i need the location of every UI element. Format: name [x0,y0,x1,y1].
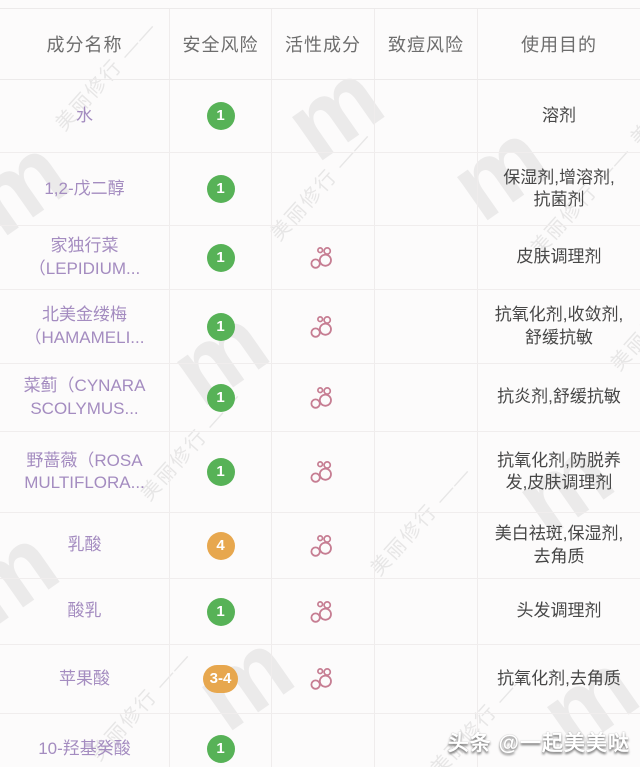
safety-risk-badge: 1 [206,735,235,763]
safety-risk-badge: 1 [206,383,235,412]
safety-risk-cell: 1 [170,714,272,767]
acne-risk-cell [375,513,478,578]
table-row[interactable]: 北美金缕梅 （HAMAMELI... 1 抗氧化剂,收敛剂, 舒缓抗敏 [0,290,640,364]
table-row[interactable]: 乳酸 4 美白祛斑,保湿剂, 去角质 [0,513,640,579]
safety-risk-badge: 1 [206,458,235,486]
acne-risk-cell [375,290,478,363]
table-row[interactable]: 苹果酸 3-4 抗氧化剂,去角质 [0,645,640,714]
ingredient-name: 苹果酸 [0,645,170,713]
usage-purpose: 溶剂 [542,105,576,125]
column-header-usage-purpose: 使用目的 [521,35,597,55]
ingredient-name: 菜蓟（CYNARA SCOLYMUS... [0,364,170,431]
active-ingredient-cell [272,513,375,578]
active-ingredient-icon [310,245,336,271]
active-ingredient-cell [272,226,375,289]
active-ingredient-icon [310,314,336,340]
safety-risk-cell: 4 [170,513,272,578]
safety-risk-badge: 1 [206,243,235,272]
active-ingredient-cell [272,432,375,512]
active-ingredient-cell [272,153,375,225]
table-header-row: 成分名称 安全风险 活性成分 致痘风险 使用目的 [0,8,640,80]
column-header-active-ingredient: 活性成分 [272,9,375,79]
safety-risk-cell: 1 [170,80,272,152]
usage-purpose: 抗炎剂,舒缓抗敏 [497,387,621,407]
safety-risk-cell: 1 [170,226,272,289]
table-row[interactable]: 水 1 溶剂 [0,80,640,153]
ingredient-name: 酸乳 [0,579,170,644]
safety-risk-badge: 1 [206,597,235,626]
usage-purpose: 保湿剂,增溶剂, 抗菌剂 [503,167,615,209]
ingredient-name: 水 [0,80,170,152]
acne-risk-cell [375,226,478,289]
column-header-acne-risk: 致痘风险 [375,9,478,79]
usage-purpose: 抗氧化剂,收敛剂, 舒缓抗敏 [494,305,624,347]
safety-risk-badge: 3-4 [202,665,239,693]
usage-purpose: 头发调理剂 [516,601,602,621]
active-ingredient-cell [272,645,375,713]
ingredient-table: 成分名称 安全风险 活性成分 致痘风险 使用目的 水 1 溶剂 1,2-戊 [0,8,640,767]
table-row[interactable]: 野蔷薇（ROSA MULTIFLORA... 1 抗氧化剂,防脱养 发,皮肤调理… [0,432,640,513]
ingredient-name: 1,2-戊二醇 [0,153,170,225]
usage-purpose: 抗氧化剂,防脱养 发,皮肤调理剂 [497,450,621,492]
active-ingredient-icon [310,599,336,625]
acne-risk-cell [375,153,478,225]
active-ingredient-icon [310,385,336,411]
active-ingredient-cell [272,579,375,644]
active-ingredient-cell [272,80,375,152]
usage-purpose: 抗氧化剂,去角质 [497,668,621,688]
table-row[interactable]: 家独行菜 （LEPIDIUM... 1 皮肤调理剂 [0,226,640,290]
acne-risk-cell [375,645,478,713]
safety-risk-cell: 3-4 [170,645,272,713]
ingredient-name: 10-羟基癸酸 [0,714,170,767]
acne-risk-cell [375,432,478,512]
acne-risk-cell [375,80,478,152]
usage-purpose: 皮肤调理剂 [516,247,602,267]
ingredient-name: 家独行菜 （LEPIDIUM... [0,226,170,289]
table-row[interactable]: 菜蓟（CYNARA SCOLYMUS... 1 抗炎剂,舒缓抗敏 [0,364,640,432]
safety-risk-badge: 1 [206,312,235,341]
safety-risk-cell: 1 [170,153,272,225]
ingredient-name: 乳酸 [0,513,170,578]
ingredient-name: 北美金缕梅 （HAMAMELI... [0,290,170,363]
active-ingredient-icon [310,533,336,559]
acne-risk-cell [375,579,478,644]
column-header-safety-risk: 安全风险 [170,9,272,79]
acne-risk-cell [375,364,478,431]
ingredient-name: 野蔷薇（ROSA MULTIFLORA... [0,432,170,512]
credit-watermark: 头条 @一起美美哒 [447,732,630,755]
safety-risk-cell: 1 [170,290,272,363]
safety-risk-badge: 4 [206,531,235,560]
active-ingredient-cell [272,714,375,767]
active-ingredient-cell [272,364,375,431]
active-ingredient-icon [310,459,336,485]
usage-purpose: 美白祛斑,保湿剂, 去角质 [494,524,624,566]
safety-risk-badge: 1 [206,175,235,203]
table-row[interactable]: 10-羟基癸酸 1 [0,714,640,767]
table-row[interactable]: 酸乳 1 头发调理剂 [0,579,640,645]
safety-risk-cell: 1 [170,364,272,431]
column-header-ingredient-name: 成分名称 [0,9,170,79]
safety-risk-cell: 1 [170,432,272,512]
table-row[interactable]: 1,2-戊二醇 1 保湿剂,增溶剂, 抗菌剂 [0,153,640,226]
active-ingredient-cell [272,290,375,363]
safety-risk-badge: 1 [206,102,235,130]
table-body: 水 1 溶剂 1,2-戊二醇 1 [0,80,640,767]
acne-risk-cell [375,714,478,767]
safety-risk-cell: 1 [170,579,272,644]
active-ingredient-icon [310,666,336,692]
